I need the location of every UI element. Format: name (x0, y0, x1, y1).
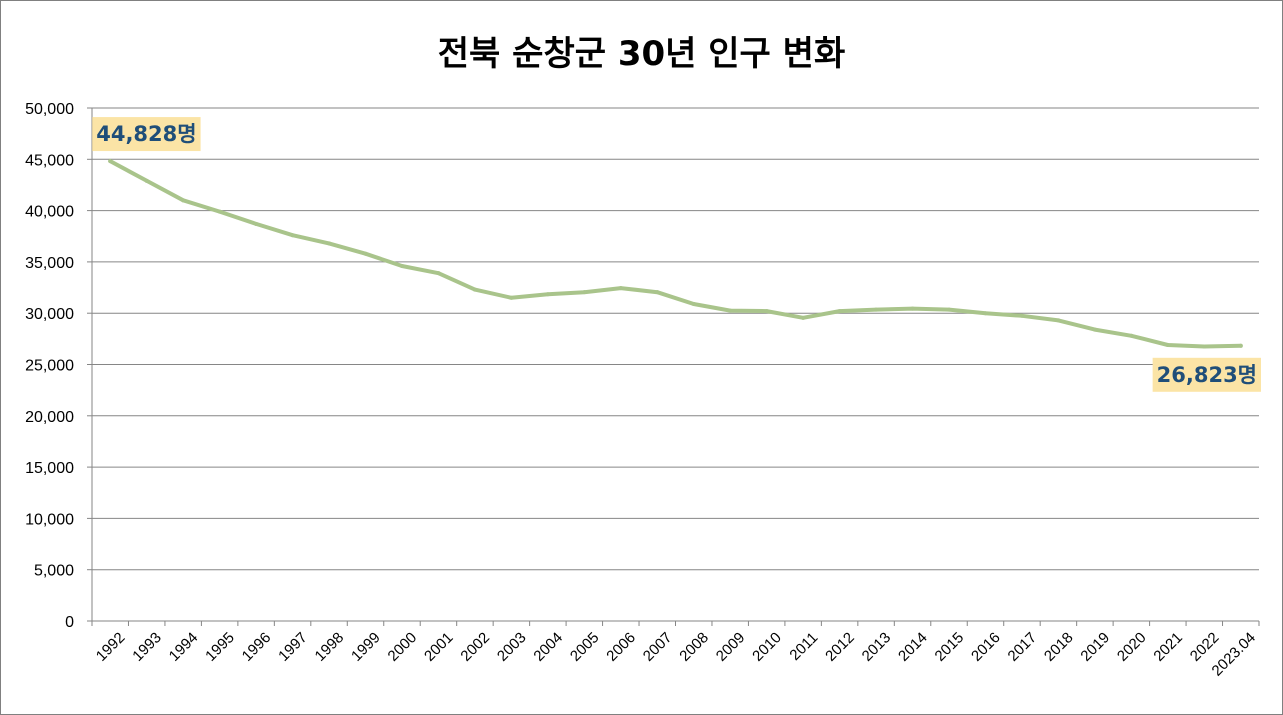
data-point (363, 251, 368, 256)
x-tick-label: 2013 (859, 629, 895, 665)
series-line (108, 159, 1243, 349)
annotations: 44,828명 26,823명 (92, 117, 1261, 392)
y-tick-label: 0 (65, 614, 74, 631)
chart-title: 전북 순창군 30년 인구 변화 (437, 34, 846, 74)
y-tick-label: 50,000 (25, 101, 74, 118)
callout-label: 26,823명 (1157, 363, 1257, 387)
x-tick-label: 2006 (603, 629, 639, 665)
x-tick-label: 1993 (129, 629, 165, 665)
series-layer (108, 159, 1243, 349)
data-point (327, 241, 332, 246)
data-point (254, 221, 259, 226)
x-tick-label: 2011 (786, 629, 821, 664)
x-tick-label: 2007 (640, 629, 676, 665)
data-point (1092, 327, 1097, 332)
y-axis-ticks: 0 5,000 10,000 15,000 20,000 25,000 30,000 35,0… (25, 101, 74, 631)
x-tick-label: 2017 (1005, 629, 1041, 665)
y-tick-label: 40,000 (25, 204, 74, 221)
x-tick-label: 2020 (1114, 629, 1150, 665)
data-point (1202, 344, 1207, 349)
x-tick-label: 1999 (348, 629, 384, 665)
x-tick-label: 2004 (530, 629, 566, 665)
data-point (144, 178, 149, 183)
data-point (472, 287, 477, 292)
callout-background (1152, 357, 1261, 392)
x-tick-label: 2002 (457, 629, 493, 665)
data-point (691, 301, 696, 306)
data-point (108, 159, 113, 164)
data-point (837, 309, 842, 314)
data-point (436, 271, 441, 276)
data-point (801, 315, 806, 320)
x-tick-label: 1997 (275, 629, 311, 665)
data-point (509, 295, 514, 300)
x-tick-label: 2018 (1041, 629, 1077, 665)
data-point (728, 308, 733, 313)
data-callout: 26,823명 (1152, 357, 1261, 392)
data-callout: 44,828명 (92, 117, 201, 152)
x-tick-label: 2019 (1077, 629, 1113, 665)
data-point (181, 198, 186, 203)
data-point (1129, 333, 1134, 338)
data-point (545, 292, 550, 297)
data-point (618, 286, 623, 291)
x-tick-label: 2001 (421, 629, 457, 665)
x-axis-ticks: 1992 1993 1994 1995 1996 1997 1998 1999 2000 2001… (93, 629, 1259, 679)
callout-label: 44,828명 (96, 122, 196, 146)
data-point (290, 233, 295, 238)
data-point (655, 290, 660, 295)
x-tick-label: 1992 (93, 629, 129, 665)
x-tick-label: 2021 (1150, 629, 1186, 665)
callout-background (92, 117, 201, 152)
data-point (874, 307, 879, 312)
gridlines (92, 107, 1259, 571)
axes (87, 107, 1260, 626)
x-tick-label: 2015 (932, 629, 968, 665)
x-tick-label: 2000 (385, 629, 421, 665)
x-tick-label: 1994 (166, 629, 202, 665)
data-point (1165, 343, 1170, 348)
y-tick-label: 35,000 (25, 255, 74, 272)
x-tick-label: 2009 (713, 629, 749, 665)
y-tick-label: 45,000 (25, 152, 74, 169)
y-tick-label: 5,000 (34, 563, 74, 580)
x-tick-label: 2008 (676, 629, 712, 665)
y-tick-label: 10,000 (25, 511, 74, 528)
x-tick-label: 1995 (202, 629, 238, 665)
data-point (947, 307, 952, 312)
data-point (910, 306, 915, 311)
x-tick-label: 2016 (968, 629, 1004, 665)
x-tick-label: 2012 (822, 629, 858, 665)
x-tick-label: 2010 (749, 629, 785, 665)
data-point (1019, 313, 1024, 318)
x-tick-label: 1996 (239, 629, 275, 665)
y-tick-label: 30,000 (25, 306, 74, 323)
data-point (1056, 318, 1061, 323)
y-tick-label: 25,000 (25, 358, 74, 375)
y-tick-label: 20,000 (25, 409, 74, 426)
data-point (764, 309, 769, 314)
x-tick-label: 2005 (567, 629, 603, 665)
data-point (582, 290, 587, 295)
data-point (399, 264, 404, 269)
data-point (1238, 343, 1243, 348)
y-tick-label: 15,000 (25, 460, 74, 477)
x-tick-label: 2014 (895, 629, 931, 665)
data-point (983, 311, 988, 316)
x-tick-label: 1998 (312, 629, 348, 665)
data-point (217, 209, 222, 214)
x-tick-label: 2003 (494, 629, 530, 665)
